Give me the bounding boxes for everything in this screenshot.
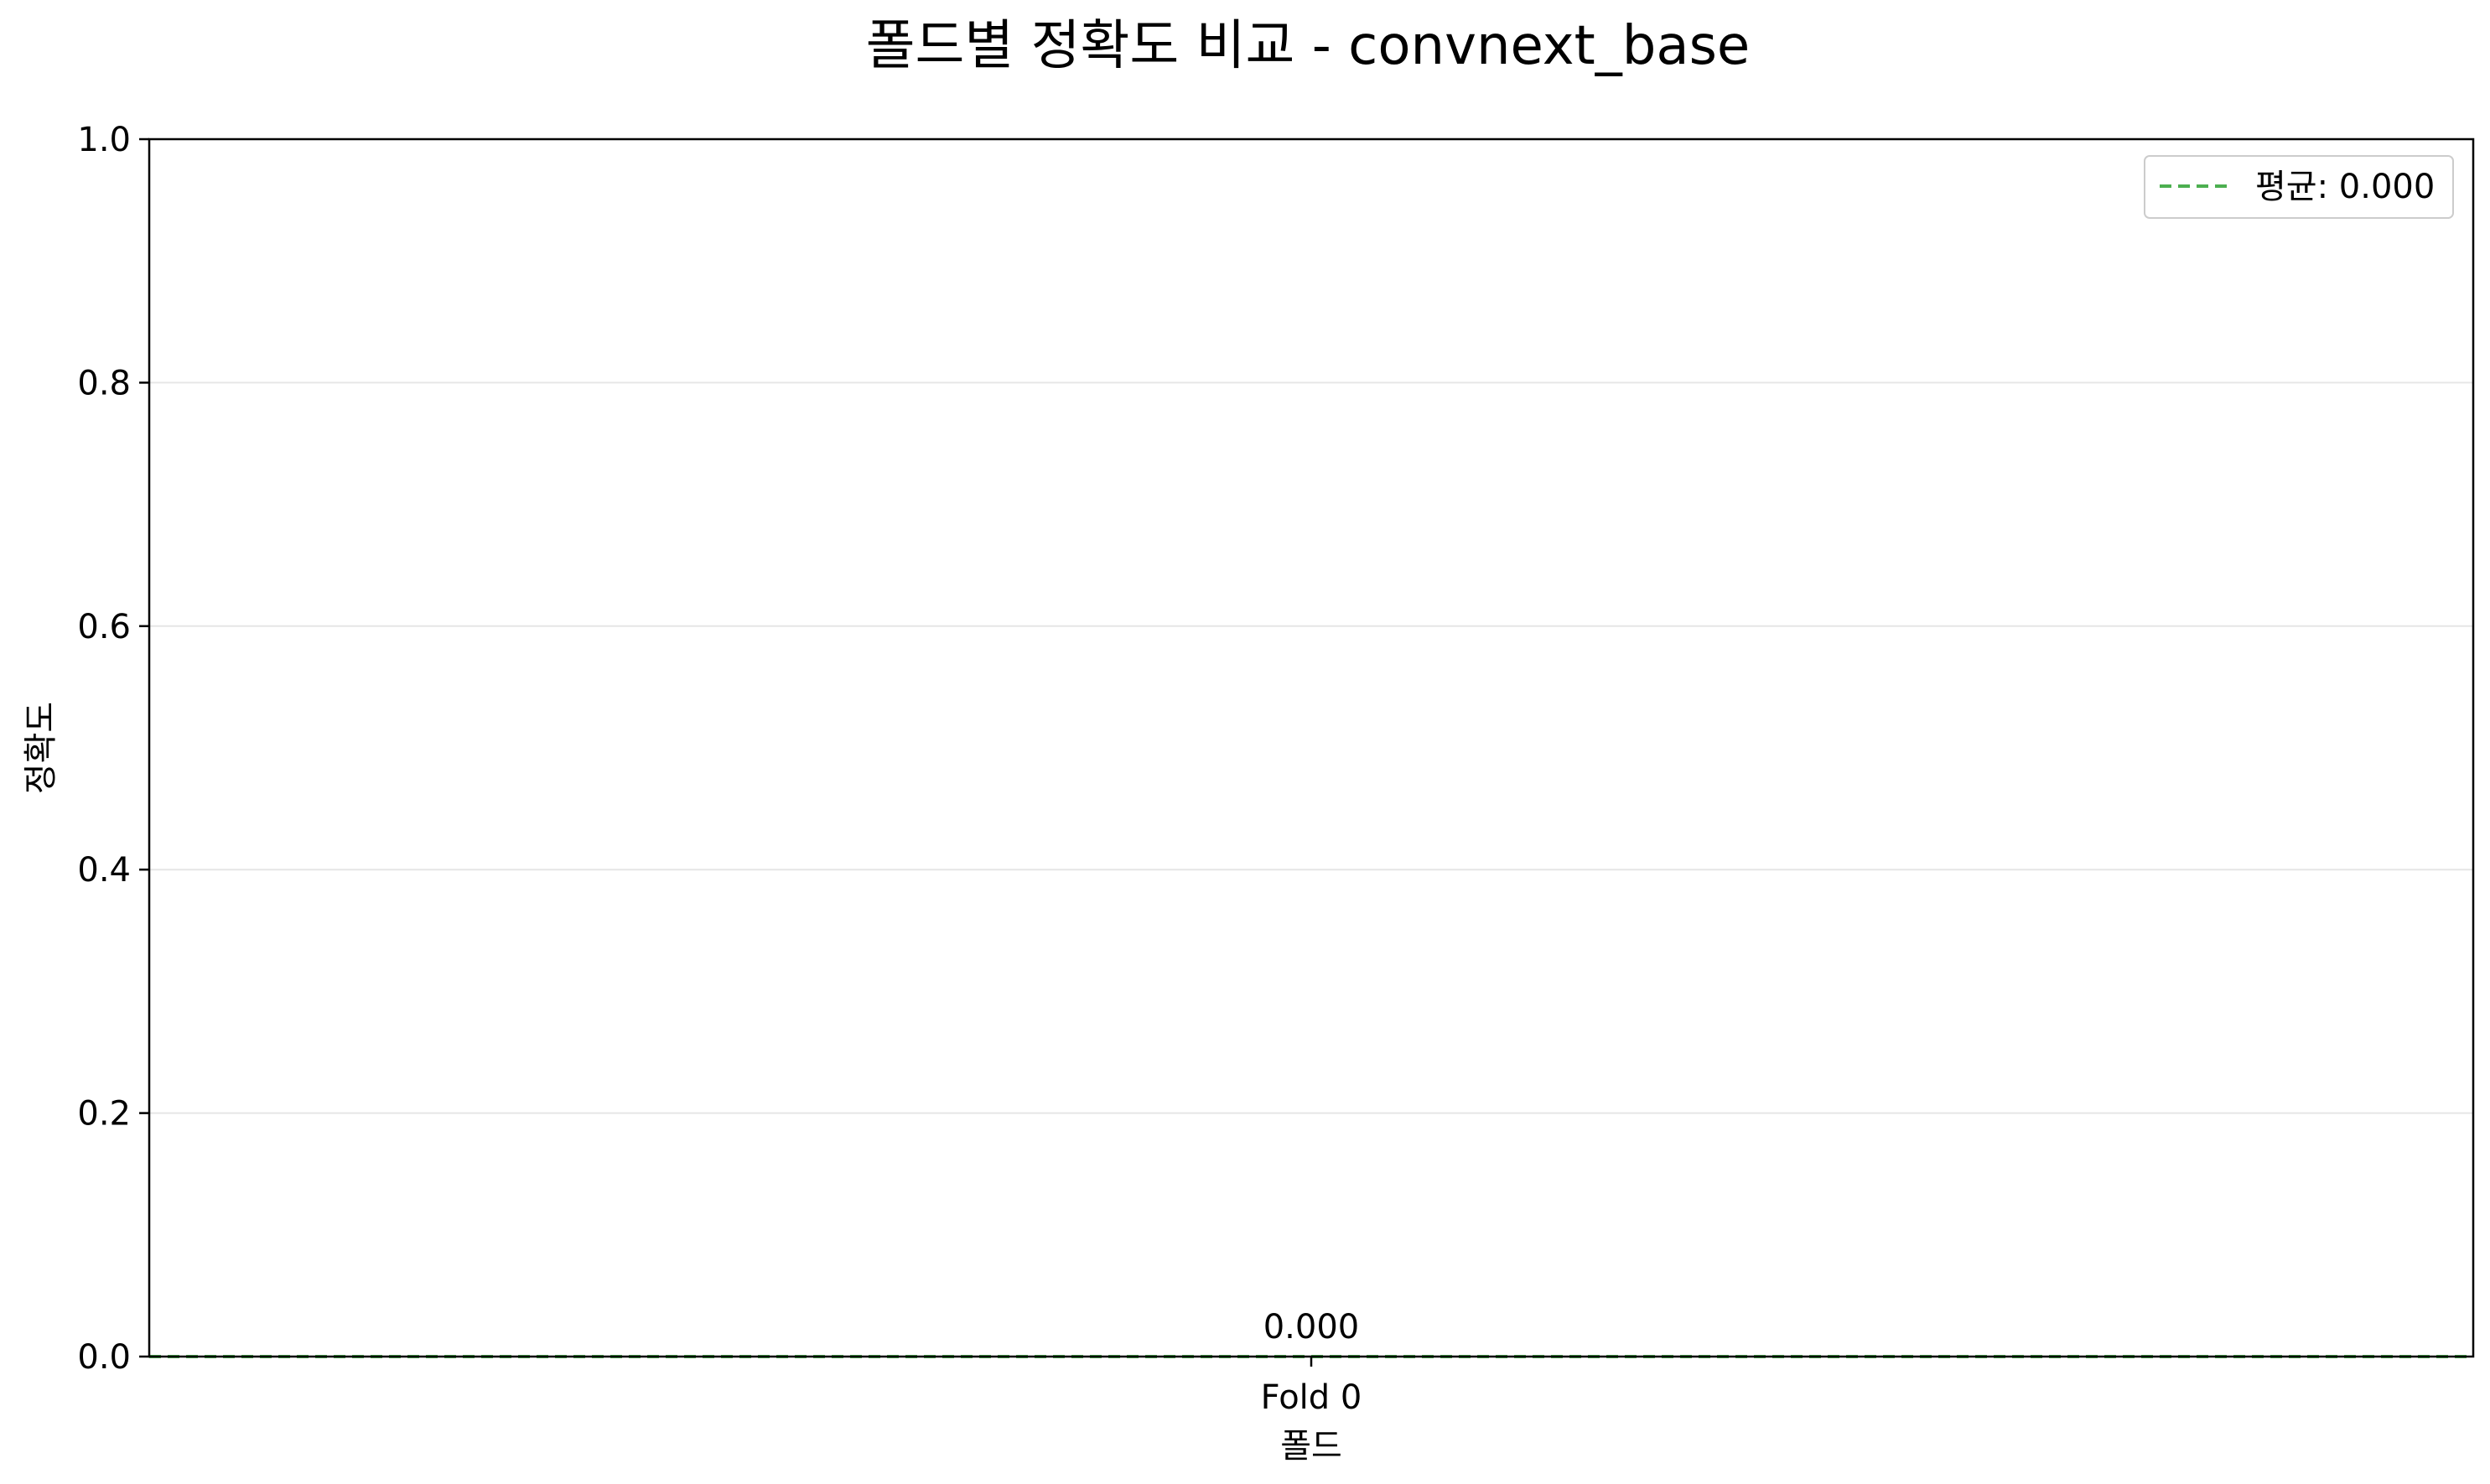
y-tick-label: 1.0 xyxy=(77,121,131,159)
y-tick-label: 0.8 xyxy=(77,364,131,402)
y-tick-label: 0.0 xyxy=(77,1338,131,1377)
y-axis-ticks: 0.0 0.2 0.4 0.6 0.8 1.0 xyxy=(77,121,149,1377)
y-tick-label: 0.6 xyxy=(77,608,131,646)
legend-mean-label: 평균: 0.000 xyxy=(2255,168,2435,206)
legend: 평균: 0.000 xyxy=(2144,155,2454,219)
chart-title: 폴드별 정확도 비교 - convnext_base xyxy=(866,15,1751,77)
legend-box xyxy=(2144,155,2454,219)
bar-data-label: 0.000 xyxy=(1263,1308,1360,1346)
y-tick-label: 0.4 xyxy=(77,851,131,890)
y-tick-label: 0.2 xyxy=(77,1095,131,1134)
x-axis-ticks: Fold 0 xyxy=(1261,1357,1362,1417)
x-tick-label: Fold 0 xyxy=(1261,1378,1362,1417)
y-axis-label: 정확도 xyxy=(22,702,60,794)
x-axis-label: 폴드 xyxy=(1280,1427,1342,1466)
data-labels: 0.000 xyxy=(1263,1308,1360,1346)
